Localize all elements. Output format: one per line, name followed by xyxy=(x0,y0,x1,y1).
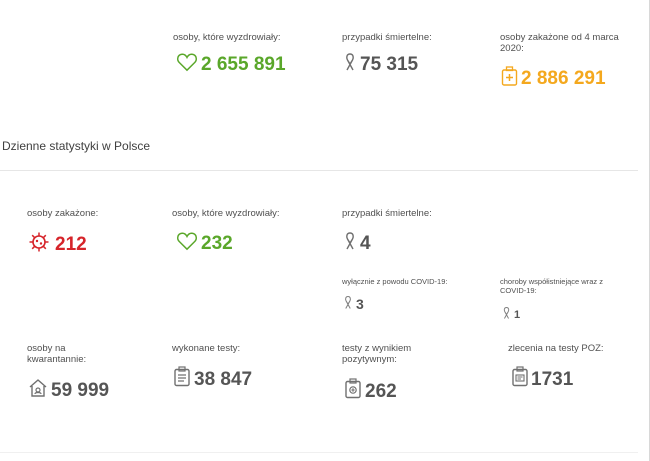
daily-stats-title: Dzienne statystyki w Polsce xyxy=(2,139,151,153)
daily-deaths-label: przypadki śmiertelne: xyxy=(342,208,432,219)
total-infected-label: osoby zakażone od 4 marca 2020: xyxy=(500,32,619,54)
tests-positive-stat: 262 xyxy=(344,378,397,405)
total-deaths-label: przypadki śmiertelne: xyxy=(342,32,432,43)
tests-positive-label: testy z wynikiem pozytywnym: xyxy=(342,343,412,365)
test-positive-icon xyxy=(344,378,362,405)
house-icon xyxy=(28,378,48,404)
total-recovered-label: osoby, które wyzdrowiały: xyxy=(173,32,281,43)
section-divider xyxy=(0,170,638,171)
clipboard-test-icon xyxy=(173,366,191,393)
poz-orders-value: 1731 xyxy=(531,368,574,390)
quarantine-stat: 59 999 xyxy=(28,378,109,404)
total-recovered-stat: 2 655 891 xyxy=(176,52,286,78)
daily-infected-value: 212 xyxy=(55,234,87,255)
ribbon-icon xyxy=(342,295,354,313)
total-infected-value: 2 886 291 xyxy=(521,68,606,89)
quarantine-label: osoby na kwarantannie: xyxy=(27,343,87,365)
total-recovered-value: 2 655 891 xyxy=(201,54,286,75)
deaths-comorbid-label: choroby współistniejące wraz z COVID-19: xyxy=(500,277,603,295)
daily-infected-label: osoby zakażone: xyxy=(27,208,99,219)
virus-icon xyxy=(28,231,50,259)
daily-deaths-stat: 4 xyxy=(342,231,371,257)
bottom-divider xyxy=(0,452,638,453)
deaths-comorbid-value: 1 xyxy=(514,308,521,321)
heart-icon xyxy=(176,231,198,257)
deaths-covid-only-stat: 3 xyxy=(342,295,364,313)
ribbon-icon xyxy=(342,52,358,78)
tests-value: 38 847 xyxy=(194,368,253,390)
test-order-icon xyxy=(511,366,529,393)
quarantine-value: 59 999 xyxy=(51,380,110,401)
ribbon-icon xyxy=(501,306,512,323)
total-deaths-stat: 75 315 xyxy=(342,52,418,78)
daily-recovered-label: osoby, które wyzdrowiały: xyxy=(172,208,280,219)
heart-icon xyxy=(176,52,198,78)
daily-recovered-value: 232 xyxy=(201,233,233,254)
tests-label: wykonane testy: xyxy=(172,343,241,354)
total-deaths-value: 75 315 xyxy=(360,54,419,75)
daily-infected-stat: 212 xyxy=(28,231,87,259)
deaths-covid-only-value: 3 xyxy=(356,296,364,312)
daily-deaths-value: 4 xyxy=(360,233,371,254)
ribbon-icon xyxy=(342,231,358,257)
deaths-comorbid-stat: 1 xyxy=(501,306,520,323)
tests-positive-value: 262 xyxy=(365,380,397,402)
medical-kit-icon xyxy=(501,66,518,92)
poz-orders-label: zlecenia na testy POZ: xyxy=(508,343,604,354)
daily-recovered-stat: 232 xyxy=(176,231,233,257)
tests-stat: 38 847 xyxy=(173,366,252,393)
poz-orders-stat: 1731 xyxy=(511,366,573,393)
deaths-covid-only-label: wyłącznie z powodu COVID-19: xyxy=(342,277,448,286)
total-infected-stat: 2 886 291 xyxy=(501,66,606,92)
